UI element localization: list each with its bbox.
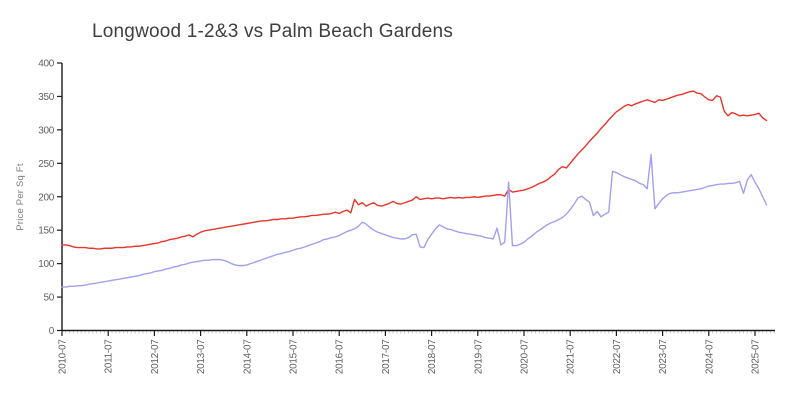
y-tick-label: 200 [38, 192, 55, 203]
y-tick-label: 0 [49, 326, 55, 337]
x-tick-label: 2016-07 [335, 339, 346, 374]
series-line-red [61, 90, 768, 250]
y-tick-label: 100 [38, 259, 55, 270]
x-tick-label: 2018-07 [427, 339, 438, 374]
x-tick-label: 2010-07 [58, 339, 69, 374]
y-tick-label: 300 [38, 125, 55, 136]
x-tick-label: 2022-07 [612, 339, 623, 374]
x-tick-label: 2020-07 [520, 339, 531, 374]
x-tick-label: 2017-07 [381, 339, 392, 374]
x-tick-label: 2013-07 [196, 339, 207, 374]
y-tick-label: 400 [38, 59, 55, 70]
x-tick-label: 2025-07 [751, 339, 762, 374]
x-tick-label: 2012-07 [150, 339, 161, 374]
x-tick-label: 2019-07 [473, 339, 484, 374]
x-tick-label: 2015-07 [289, 339, 300, 374]
y-tick-label: 250 [38, 159, 55, 170]
chart-title: Longwood 1-2&3 vs Palm Beach Gardens [92, 21, 453, 42]
x-tick-label: 2014-07 [242, 339, 253, 374]
plot-area: 2010-07 2011-07 2012-07 2013-07 2014-07 2015-… [38, 59, 775, 374]
y-tick-label: 150 [38, 226, 55, 237]
y-axis-title: Price Per Sq Ft [15, 163, 26, 231]
y-tick-label: 350 [38, 92, 55, 103]
x-tick-label: 2011-07 [104, 339, 115, 374]
y-tick-label: 50 [43, 293, 54, 304]
x-tick-label: 2021-07 [566, 339, 577, 374]
series-line-blue [61, 153, 768, 288]
x-tick-label: 2024-07 [704, 339, 715, 374]
x-tick-label: 2023-07 [658, 339, 669, 374]
